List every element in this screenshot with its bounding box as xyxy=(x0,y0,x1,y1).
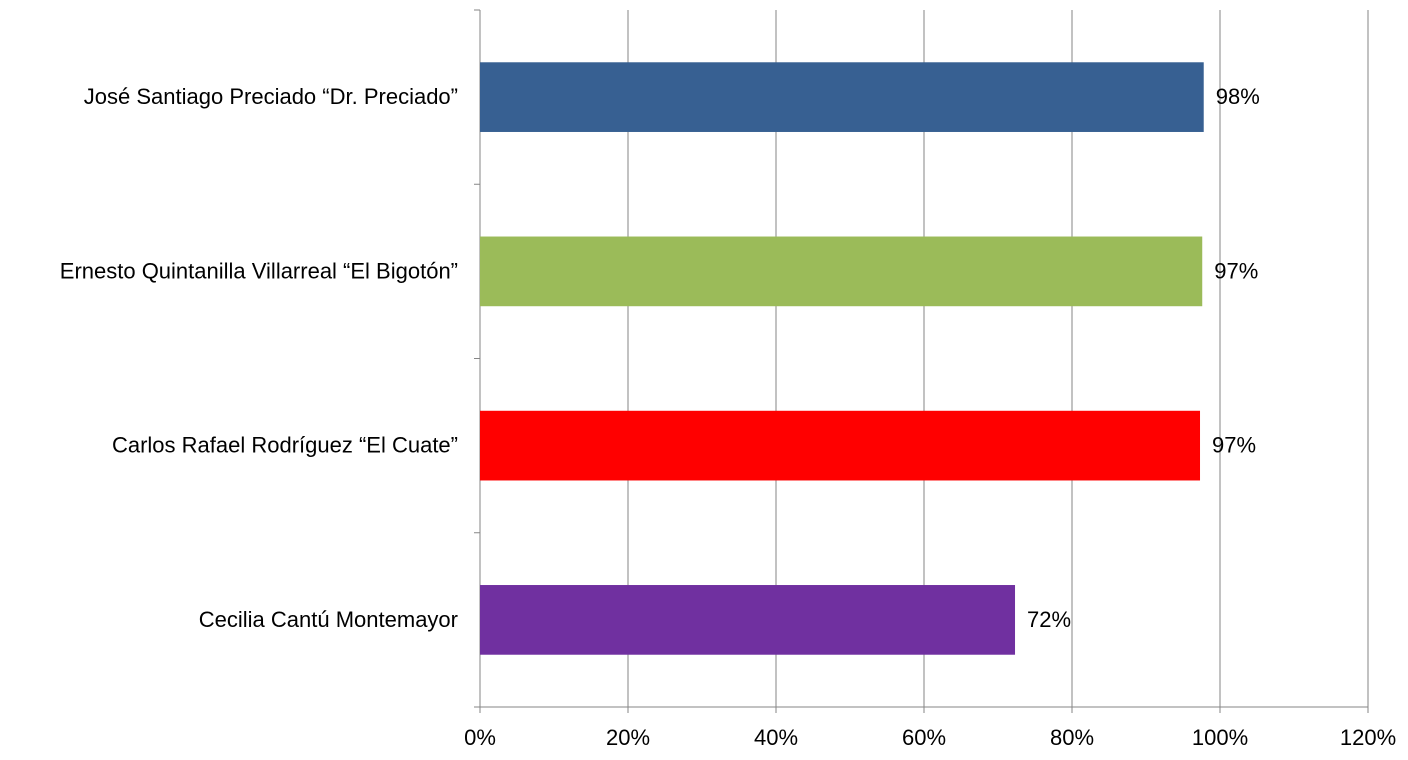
x-tick-label: 60% xyxy=(902,725,946,750)
data-label: 98% xyxy=(1216,84,1260,109)
category-label: Ernesto Quintanilla Villarreal “El Bigot… xyxy=(60,258,458,283)
bar xyxy=(480,410,1201,481)
labels: 0% 20% 40% 60% 80% 100% 120% José Santiago Prec… xyxy=(60,84,1396,750)
bar xyxy=(480,236,1203,307)
category-label: Carlos Rafael Rodríguez “El Cuate” xyxy=(112,433,458,458)
data-label: 97% xyxy=(1214,258,1258,283)
bar xyxy=(480,585,1016,655)
category-label: José Santiago Preciado “Dr. Preciado” xyxy=(84,84,458,109)
bars xyxy=(480,62,1204,655)
x-tick-label: 100% xyxy=(1192,725,1248,750)
category-label: Cecilia Cantú Montemayor xyxy=(199,607,458,632)
x-tick-label: 20% xyxy=(606,725,650,750)
x-tick-label: 80% xyxy=(1050,725,1094,750)
x-tick-label: 40% xyxy=(754,725,798,750)
data-label: 97% xyxy=(1212,433,1256,458)
bar xyxy=(480,62,1204,132)
x-tick-label: 120% xyxy=(1340,725,1396,750)
x-tick-label: 0% xyxy=(464,725,496,750)
data-label: 72% xyxy=(1027,607,1071,632)
